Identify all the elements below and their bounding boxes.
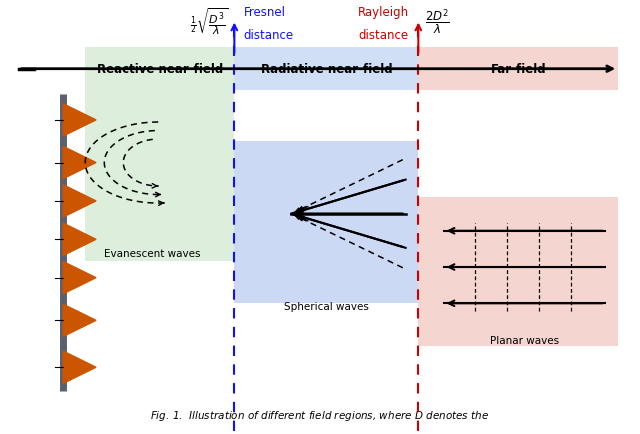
Polygon shape: [63, 185, 96, 217]
Text: distance: distance: [358, 29, 409, 42]
Polygon shape: [63, 224, 96, 256]
Text: Evanescent waves: Evanescent waves: [104, 248, 200, 258]
Bar: [85, 91, 234, 261]
Bar: [234, 48, 419, 91]
Bar: [419, 197, 618, 346]
Text: Rayleigh: Rayleigh: [358, 6, 409, 19]
Polygon shape: [63, 304, 96, 337]
Text: Reactive near-field: Reactive near-field: [97, 63, 223, 76]
Polygon shape: [63, 262, 96, 294]
Bar: [234, 142, 419, 303]
Text: distance: distance: [244, 29, 294, 42]
Bar: [85, 48, 234, 91]
Text: Radiative near-field: Radiative near-field: [260, 63, 392, 76]
Text: Spherical waves: Spherical waves: [284, 302, 369, 312]
Text: Fig. 1.  Illustration of different field regions, where $D$ denotes the: Fig. 1. Illustration of different field …: [150, 408, 490, 422]
Text: $\frac{1}{2}\sqrt{\dfrac{D^3}{\lambda}}$: $\frac{1}{2}\sqrt{\dfrac{D^3}{\lambda}}$: [190, 7, 228, 38]
Text: $\dfrac{2D^2}{\lambda}$: $\dfrac{2D^2}{\lambda}$: [425, 8, 450, 37]
Bar: [419, 48, 618, 91]
Polygon shape: [63, 105, 96, 137]
Text: Fresnel: Fresnel: [244, 6, 286, 19]
Text: Planar waves: Planar waves: [490, 335, 559, 345]
Text: Far-field: Far-field: [490, 63, 546, 76]
Polygon shape: [63, 351, 96, 384]
Polygon shape: [63, 147, 96, 179]
